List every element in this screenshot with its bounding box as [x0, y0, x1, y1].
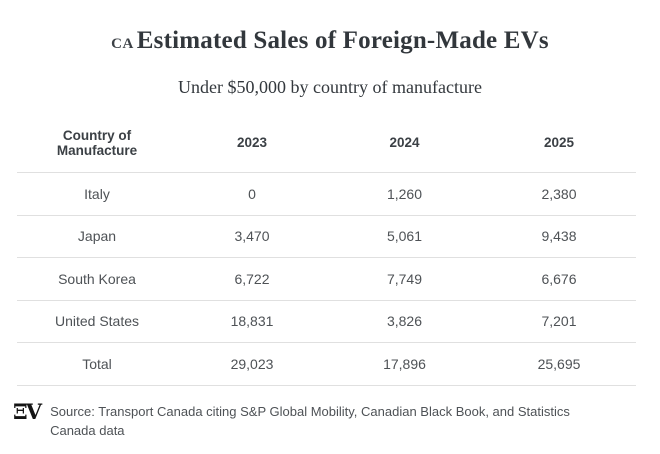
column-header-2025: 2025 — [482, 113, 636, 173]
page-title-text: Estimated Sales of Foreign-Made EVs — [136, 27, 549, 54]
value-cell: 29,023 — [177, 342, 327, 386]
country-cell: South Korea — [17, 257, 177, 301]
value-cell: 1,260 — [327, 172, 482, 216]
title-block: CA Estimated Sales of Foreign-Made EVs Un… — [0, 0, 660, 99]
value-cell: 9,438 — [482, 215, 636, 258]
value-cell: 17,896 — [327, 342, 482, 386]
source-attribution: Source: Transport Canada citing S&P Glob… — [50, 403, 570, 439]
table-row: Italy 0 1,260 2,380 — [17, 172, 636, 216]
country-cell: Italy — [17, 172, 177, 216]
value-cell: 3,470 — [177, 215, 327, 258]
value-cell: 6,676 — [482, 257, 636, 301]
value-cell: 5,061 — [327, 215, 482, 258]
table-row: Japan 3,470 5,061 9,438 — [17, 215, 636, 258]
value-cell: 25,695 — [482, 342, 636, 386]
value-cell: 7,749 — [327, 257, 482, 301]
page-subtitle: Under $50,000 by country of manufacture — [178, 77, 482, 97]
column-header-2023: 2023 — [177, 113, 327, 173]
column-header-2024: 2024 — [327, 113, 482, 173]
country-cell: Japan — [17, 215, 177, 258]
column-header-country: Country of Manufacture — [17, 113, 177, 173]
country-tag: CA — [111, 36, 134, 52]
value-cell: 7,201 — [482, 300, 636, 343]
table-row-total: Total 29,023 17,896 25,695 — [17, 342, 636, 386]
ev-sales-table: Country of Manufacture 2023 2024 2025 It… — [17, 113, 636, 386]
value-cell: 18,831 — [177, 300, 327, 343]
page-title: CA Estimated Sales of Foreign-Made EVs — [0, 26, 660, 59]
table-row: United States 18,831 3,826 7,201 — [17, 300, 636, 343]
value-cell: 6,722 — [177, 257, 327, 301]
value-cell: 0 — [177, 172, 327, 216]
value-cell: 2,380 — [482, 172, 636, 216]
country-cell: United States — [17, 300, 177, 343]
source-footer: ΞV Source: Transport Canada citing S&P G… — [13, 398, 636, 441]
table-header-row: Country of Manufacture 2023 2024 2025 — [17, 113, 636, 173]
value-cell: 3,826 — [327, 300, 482, 343]
ev-logo-icon: ΞV — [13, 398, 42, 424]
country-cell: Total — [17, 342, 177, 386]
table-row: South Korea 6,722 7,749 6,676 — [17, 257, 636, 301]
